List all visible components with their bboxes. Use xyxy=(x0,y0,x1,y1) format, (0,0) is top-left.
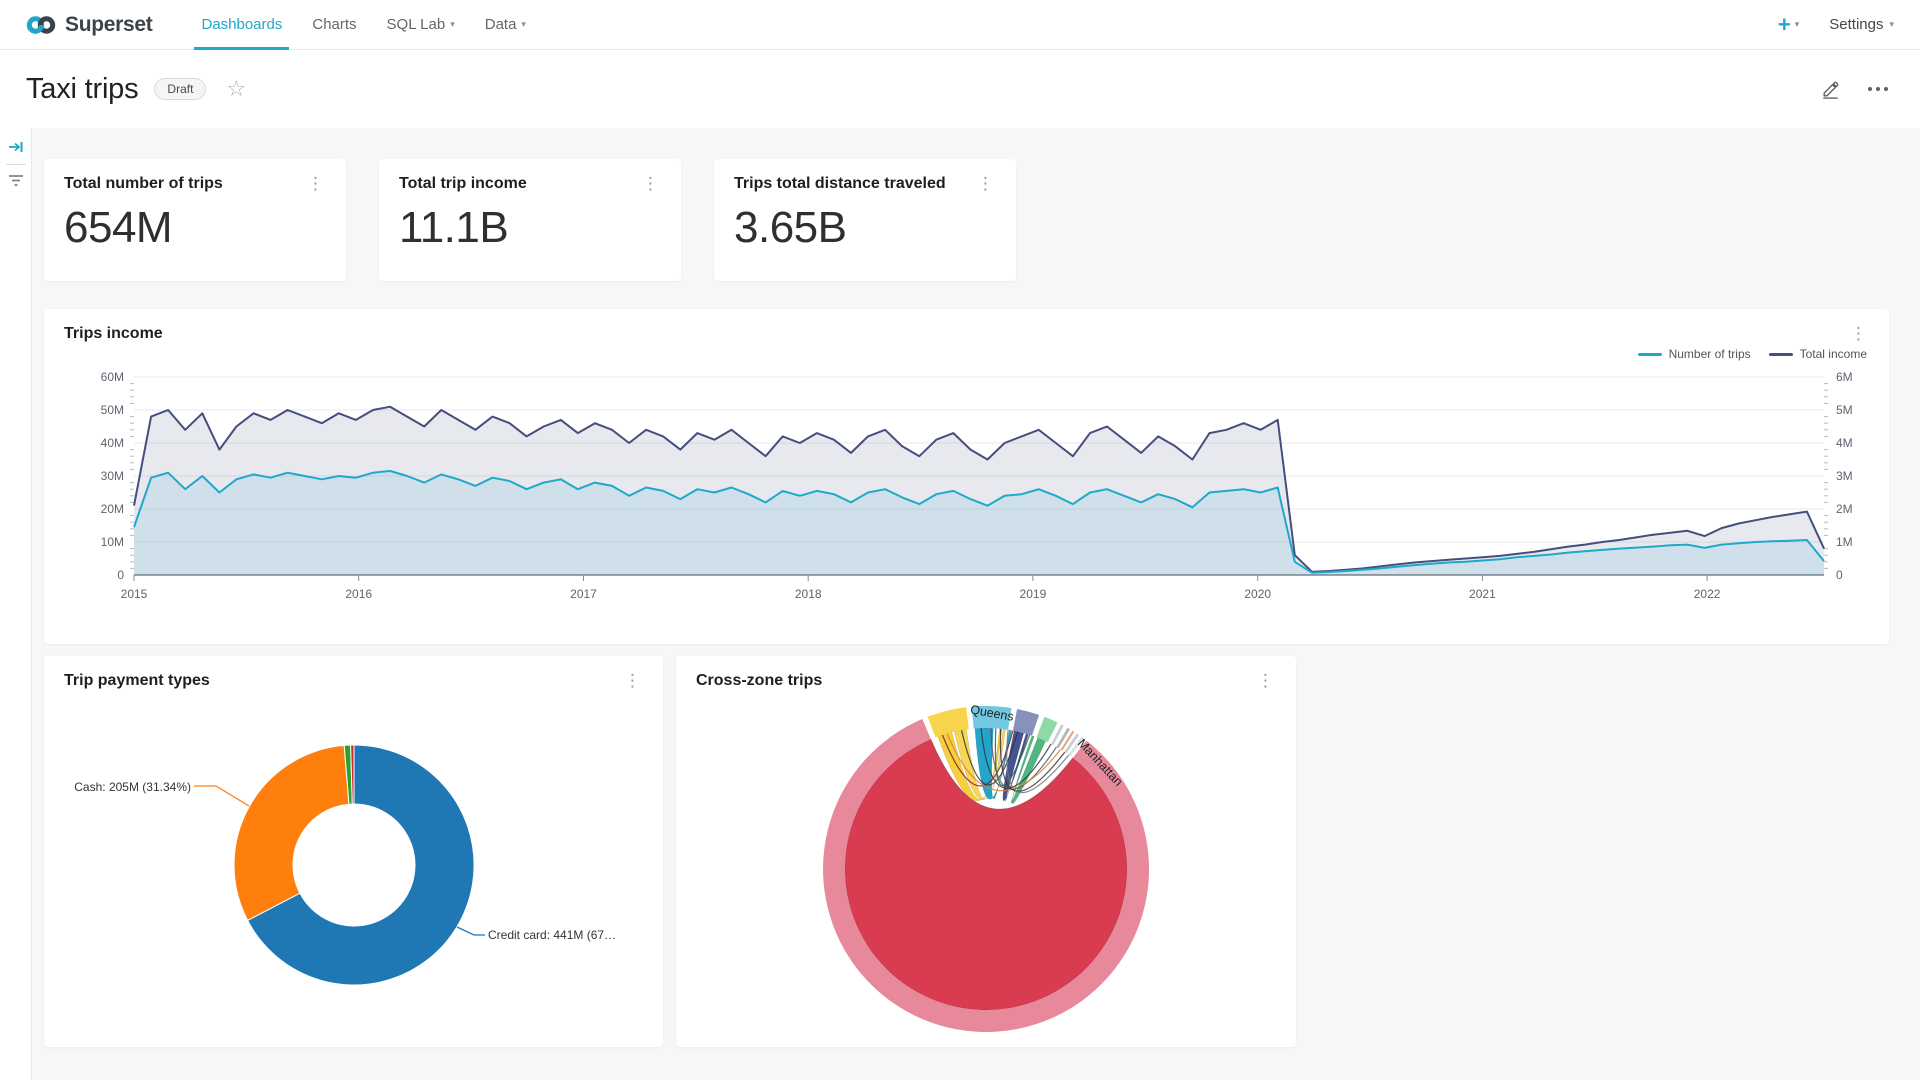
donut-label-credit-card: Credit card: 441M (67… xyxy=(488,928,617,942)
svg-text:4M: 4M xyxy=(1836,436,1853,450)
kpi-title: Trips total distance traveled xyxy=(734,175,946,192)
svg-text:0: 0 xyxy=(1836,568,1843,582)
new-item-button[interactable]: + ▾ xyxy=(1777,11,1800,37)
kpi-value: 11.1B xyxy=(399,203,509,252)
kpi-value: 654M xyxy=(64,203,173,252)
kpi-card-total-distance: Trips total distance traveled ⋮ 3.65B xyxy=(714,159,1016,281)
svg-text:60M: 60M xyxy=(101,370,124,384)
kebab-menu-icon[interactable]: ⋮ xyxy=(1257,671,1274,690)
kebab-menu-icon[interactable]: ⋮ xyxy=(307,174,324,193)
svg-text:2016: 2016 xyxy=(345,587,372,601)
svg-text:2021: 2021 xyxy=(1469,587,1496,601)
chevron-down-icon: ▾ xyxy=(450,19,455,29)
filter-icon[interactable] xyxy=(8,174,24,187)
page-title: Taxi trips xyxy=(26,72,139,105)
svg-text:6M: 6M xyxy=(1836,370,1853,384)
legend-swatch xyxy=(1768,352,1793,356)
kpi-title: Total trip income xyxy=(399,175,527,192)
svg-text:3M: 3M xyxy=(1836,469,1853,483)
svg-text:2022: 2022 xyxy=(1694,587,1721,601)
kpi-row: Total number of trips ⋮ 654M Total trip … xyxy=(44,159,1889,281)
svg-text:30M: 30M xyxy=(101,469,124,483)
trip-payment-types-card: Trip payment types ⋮ Cash: 205M (31.34%)… xyxy=(44,656,663,1047)
svg-text:40M: 40M xyxy=(101,436,124,450)
nav-item-charts[interactable]: Charts xyxy=(312,16,357,33)
timeseries-plot[interactable]: 0 0 10M 1M 20M 2M 30M 3M 40M 4M 50M 5M 60M 6M 2015 2016… xyxy=(64,365,1869,617)
trips-income-chart-card: Trips income ⋮ Number of trips Total inc… xyxy=(44,309,1889,644)
svg-text:2017: 2017 xyxy=(570,587,597,601)
filter-rail xyxy=(0,128,32,1080)
legend-swatch xyxy=(1637,352,1662,356)
legend-item-total-income[interactable]: Total income xyxy=(1768,347,1867,361)
svg-text:2019: 2019 xyxy=(1020,587,1047,601)
svg-text:0: 0 xyxy=(117,568,124,582)
chart-title: Cross-zone trips xyxy=(696,672,823,689)
payment-types-donut[interactable] xyxy=(44,656,663,1047)
legend-item-number-of-trips[interactable]: Number of trips xyxy=(1637,347,1751,361)
nav-item-sql-lab[interactable]: SQL Lab ▾ xyxy=(386,16,455,33)
settings-menu[interactable]: Settings ▾ xyxy=(1829,16,1894,33)
chart-title: Trips income xyxy=(64,325,163,342)
kebab-menu-icon[interactable]: ⋮ xyxy=(977,174,994,193)
svg-text:2M: 2M xyxy=(1836,502,1853,516)
kebab-menu-icon[interactable]: ⋮ xyxy=(642,174,659,193)
cross-zone-trips-card: Cross-zone trips ⋮ Manhattan Queens xyxy=(676,656,1296,1047)
kpi-card-total-trips: Total number of trips ⋮ 654M xyxy=(44,159,346,281)
svg-text:10M: 10M xyxy=(101,535,124,549)
chevron-down-icon: ▾ xyxy=(1794,19,1800,29)
plus-icon: + xyxy=(1777,11,1791,37)
kpi-value: 3.65B xyxy=(734,203,847,252)
kebab-menu-icon[interactable]: ⋮ xyxy=(1850,324,1867,343)
brand-name: Superset xyxy=(65,12,153,36)
svg-text:2015: 2015 xyxy=(121,587,148,601)
status-badge: Draft xyxy=(154,78,207,100)
svg-text:1M: 1M xyxy=(1836,535,1853,549)
infinity-logo-icon xyxy=(26,15,56,34)
nav-item-dashboards[interactable]: Dashboards xyxy=(186,0,297,50)
chart-legend: Number of trips Total income xyxy=(1637,347,1867,361)
favorite-star-icon[interactable]: ☆ xyxy=(226,76,247,101)
superset-logo[interactable]: Superset xyxy=(26,0,153,49)
kpi-title: Total number of trips xyxy=(64,175,223,192)
nav-item-data[interactable]: Data ▾ xyxy=(484,16,526,33)
dashboard-header: Taxi trips Draft ☆ xyxy=(0,50,1920,128)
svg-text:5M: 5M xyxy=(1836,403,1853,417)
chevron-down-icon: ▾ xyxy=(521,19,526,29)
svg-text:20M: 20M xyxy=(101,502,124,516)
main-nav: Dashboards Charts SQL Lab ▾ Data ▾ xyxy=(186,0,540,50)
chevron-down-icon: ▾ xyxy=(1889,19,1894,29)
chart-title: Trip payment types xyxy=(64,672,210,689)
expand-filter-bar-icon[interactable] xyxy=(8,140,24,154)
svg-text:2020: 2020 xyxy=(1244,587,1271,601)
dashboard-menu-icon[interactable] xyxy=(1864,83,1892,95)
svg-text:2018: 2018 xyxy=(795,587,822,601)
kebab-menu-icon[interactable]: ⋮ xyxy=(624,671,641,690)
top-navbar: Superset Dashboards Charts SQL Lab ▾ Dat… xyxy=(0,0,1920,50)
divider xyxy=(5,164,26,165)
edit-dashboard-button[interactable] xyxy=(1821,80,1840,99)
kpi-card-trip-income: Total trip income ⋮ 11.1B xyxy=(379,159,681,281)
donut-label-cash: Cash: 205M (31.34%) xyxy=(74,780,191,794)
pencil-icon xyxy=(1823,81,1839,99)
svg-text:50M: 50M xyxy=(101,403,124,417)
